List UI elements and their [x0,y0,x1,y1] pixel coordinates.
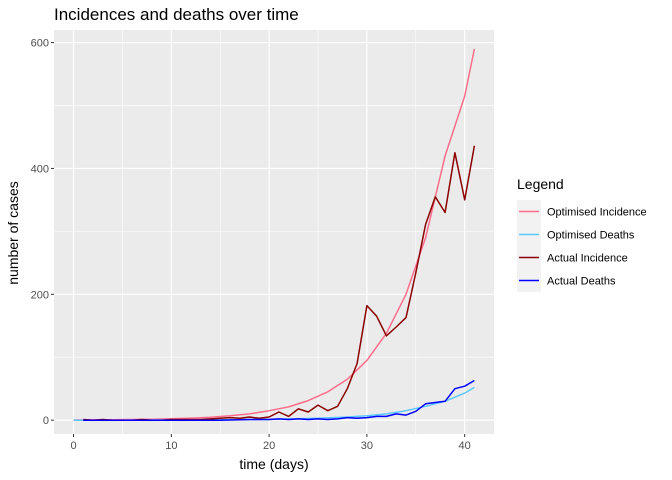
legend: Legend Optimised Incidence Optimised Deat… [517,176,647,292]
y-axis-ticks: 0 200 400 600 [31,38,54,427]
legend-item-actual-deaths: Actual Deaths [517,269,616,292]
x-axis-title: time (days) [239,456,308,472]
legend-item-optimised-incidence: Optimised Incidence [517,200,647,223]
legend-label: Optimised Incidence [547,207,647,219]
series-layer [73,48,476,421]
x-tick-label: 30 [361,440,373,452]
x-tick-label: 20 [263,440,275,452]
chart-title: Incidences and deaths over time [54,5,299,24]
legend-label: Actual Incidence [547,253,628,265]
x-tick-label: 0 [70,440,76,452]
plot-background [54,30,494,434]
legend-item-optimised-deaths: Optimised Deaths [517,223,635,246]
y-axis-title: number of cases [5,181,21,285]
legend-items: Optimised Incidence Optimised Deaths Actua… [517,200,647,292]
legend-title: Legend [517,176,564,192]
y-tick-label: 600 [31,38,49,50]
legend-label: Optimised Deaths [547,230,635,242]
x-tick-label: 10 [165,440,177,452]
y-tick-label: 400 [31,163,49,175]
y-tick-label: 0 [43,415,49,427]
x-tick-label: 40 [459,440,471,452]
grid-minor [54,30,494,434]
legend-label: Actual Deaths [547,276,616,288]
y-tick-label: 200 [31,289,49,301]
legend-item-actual-incidence: Actual Incidence [517,246,628,269]
actual-deaths-line [83,379,475,421]
plot-panel [54,30,494,434]
x-axis-ticks: 0 10 20 30 40 [70,434,471,452]
